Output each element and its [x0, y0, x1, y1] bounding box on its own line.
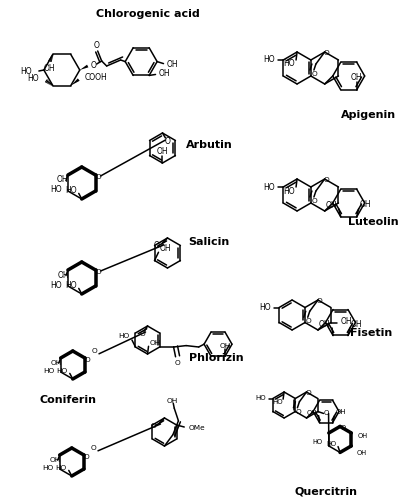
Text: OH: OH — [350, 320, 362, 328]
Text: HO: HO — [65, 280, 77, 289]
Text: O: O — [311, 198, 317, 204]
Text: HO: HO — [283, 60, 294, 68]
Text: Luteolin: Luteolin — [347, 217, 398, 227]
Text: HO: HO — [56, 368, 68, 374]
Text: HO: HO — [259, 303, 270, 312]
Text: HO: HO — [55, 464, 67, 470]
Text: Quercitrin: Quercitrin — [294, 487, 356, 497]
Text: O: O — [323, 177, 329, 183]
Text: OH: OH — [44, 64, 55, 73]
Text: OH: OH — [350, 74, 362, 82]
Text: O: O — [96, 269, 101, 275]
Text: O: O — [92, 348, 97, 354]
Text: HO: HO — [262, 182, 274, 192]
Text: Coniferin: Coniferin — [39, 395, 96, 405]
Text: O: O — [323, 50, 329, 56]
Text: OH: OH — [158, 69, 170, 78]
Text: HO: HO — [325, 441, 335, 447]
Text: O: O — [150, 423, 156, 429]
Text: HO: HO — [50, 280, 62, 289]
Text: Phlorizin: Phlorizin — [189, 353, 243, 363]
Polygon shape — [79, 64, 88, 70]
Text: HO: HO — [43, 465, 53, 471]
Text: HO: HO — [311, 439, 322, 445]
Text: O: O — [84, 454, 90, 460]
Text: OH: OH — [159, 244, 171, 253]
Text: HO: HO — [65, 186, 77, 194]
Text: O: O — [94, 40, 99, 50]
Text: OH: OH — [166, 60, 178, 69]
Text: Chlorogenic acid: Chlorogenic acid — [96, 9, 199, 19]
Text: HO: HO — [118, 334, 130, 340]
Text: HO: HO — [283, 186, 294, 196]
Text: O: O — [85, 357, 90, 363]
Text: O: O — [174, 360, 180, 366]
Text: O: O — [164, 136, 170, 145]
Text: Apigenin: Apigenin — [341, 110, 395, 120]
Text: O: O — [96, 174, 101, 180]
Text: OH: OH — [324, 201, 336, 210]
Text: HO: HO — [272, 400, 282, 406]
Text: HO: HO — [255, 396, 266, 402]
Text: Salicin: Salicin — [188, 237, 229, 247]
Text: OH: OH — [359, 200, 371, 209]
Text: O: O — [316, 298, 322, 304]
Text: OH: OH — [156, 147, 168, 156]
Text: OH: OH — [166, 398, 177, 404]
Text: OH: OH — [56, 176, 68, 184]
Text: Arbutin: Arbutin — [185, 140, 232, 150]
Text: O: O — [323, 410, 328, 416]
Text: OMe: OMe — [189, 425, 205, 431]
Text: OH: OH — [318, 320, 329, 330]
Text: HO: HO — [262, 56, 274, 64]
Text: O: O — [305, 318, 311, 324]
Text: HO: HO — [50, 186, 62, 194]
Text: OH: OH — [335, 410, 345, 416]
Text: OH: OH — [219, 343, 230, 349]
Text: O: O — [339, 426, 345, 432]
Text: OH: OH — [51, 360, 62, 366]
Text: O: O — [153, 240, 159, 250]
Text: Fisetin: Fisetin — [349, 328, 391, 338]
Text: HO: HO — [27, 74, 39, 83]
Text: OH: OH — [357, 432, 367, 438]
Text: OH: OH — [356, 450, 366, 456]
Text: HO: HO — [20, 68, 32, 76]
Text: HO: HO — [43, 368, 55, 374]
Text: OH: OH — [57, 270, 68, 280]
Text: O: O — [91, 60, 96, 70]
Text: OH: OH — [306, 410, 317, 416]
Text: OH: OH — [50, 457, 61, 463]
Text: OH: OH — [340, 318, 352, 326]
Text: O: O — [311, 71, 317, 77]
Polygon shape — [70, 78, 79, 86]
Text: OH: OH — [149, 340, 160, 346]
Text: COOH: COOH — [85, 73, 107, 82]
Text: O: O — [295, 409, 301, 415]
Text: O: O — [305, 390, 311, 396]
Text: O: O — [91, 445, 96, 451]
Text: O: O — [139, 331, 145, 337]
